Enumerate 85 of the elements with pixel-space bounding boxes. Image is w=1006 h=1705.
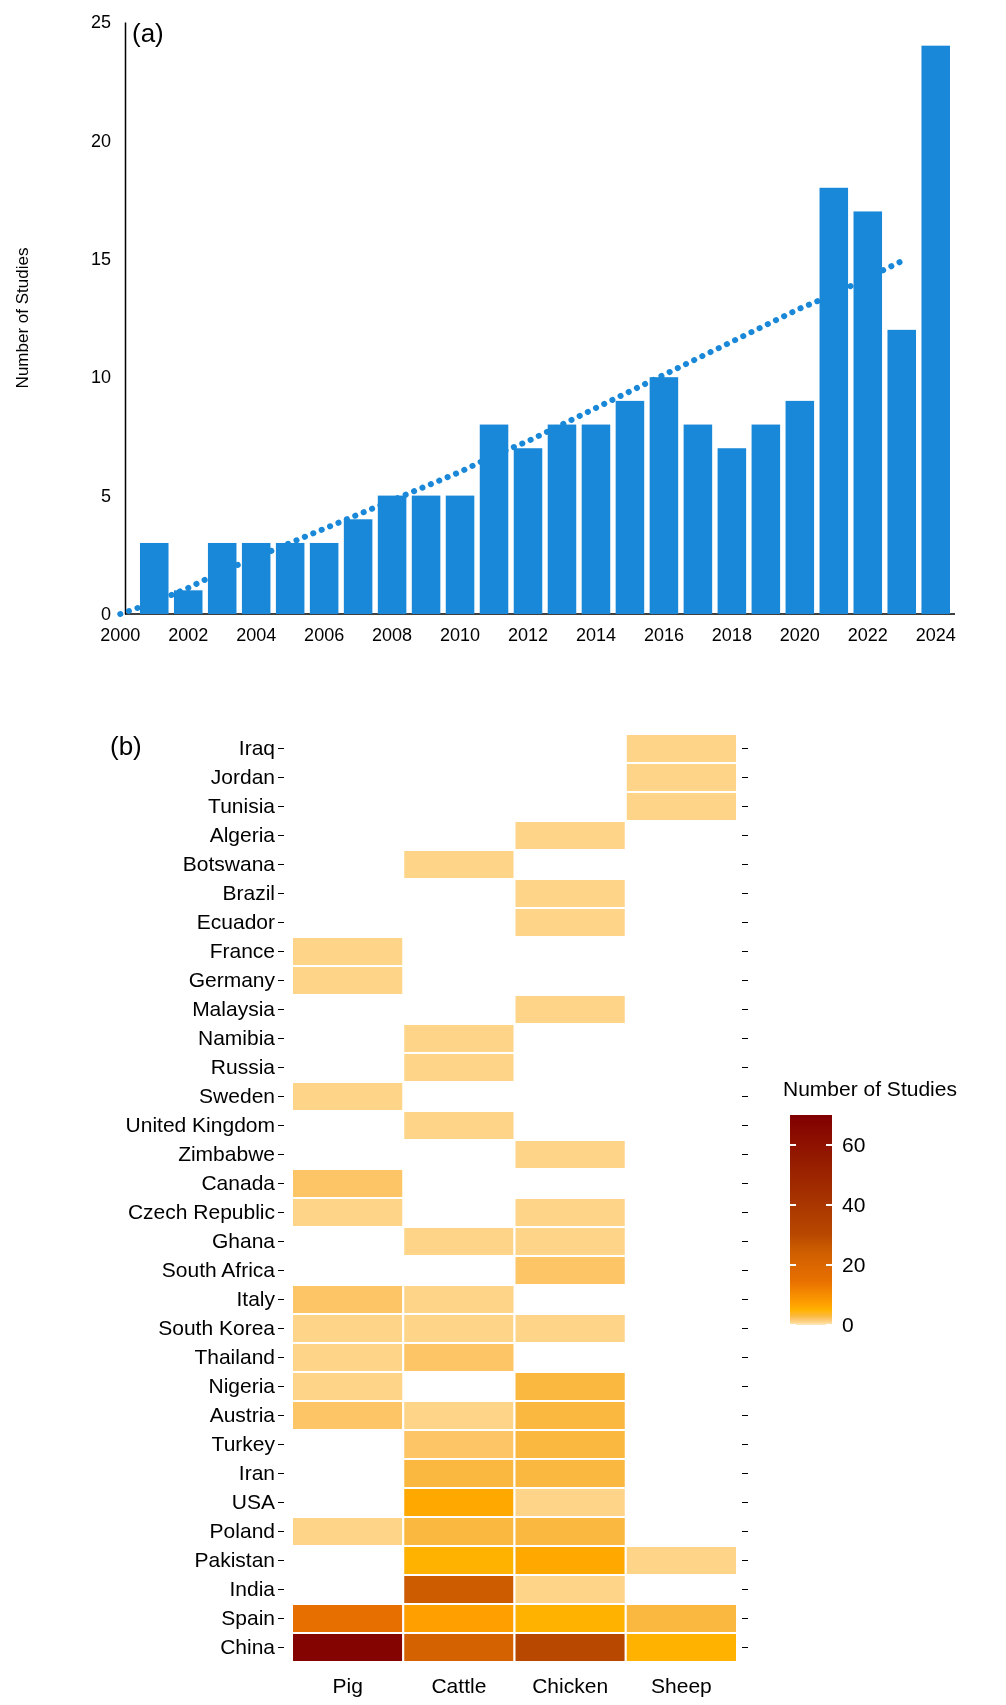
color-bar-label: 40 xyxy=(842,1193,866,1217)
y-tick-label: Namibia xyxy=(197,1026,276,1050)
y-tick-label: 25 xyxy=(90,12,111,33)
chart-title: (b) xyxy=(110,731,142,761)
y-tick-label: China xyxy=(220,1635,276,1659)
bar xyxy=(649,377,679,614)
y-tick-label: Brazil xyxy=(222,881,275,905)
y-tick-label: Pakistan xyxy=(194,1548,275,1572)
bar xyxy=(581,424,611,614)
y-tick-label: 20 xyxy=(90,130,111,151)
y-tick-label: Canada xyxy=(201,1171,276,1195)
y-tick-label: Zimbabwe xyxy=(178,1142,275,1166)
y-tick-label: Italy xyxy=(236,1287,276,1311)
x-tick-label: Pig xyxy=(332,1673,363,1697)
bar xyxy=(241,542,271,614)
x-tick-label: 2012 xyxy=(507,624,549,645)
bar xyxy=(751,424,781,614)
y-tick-label: South Africa xyxy=(161,1258,276,1282)
bar xyxy=(785,400,815,614)
y-tick-label: Thailand xyxy=(194,1345,275,1369)
y-tick-label: South Korea xyxy=(158,1316,276,1340)
y-tick-label: Iraq xyxy=(238,736,275,760)
y-tick-label: Poland xyxy=(209,1519,275,1543)
x-tick-label: 2000 xyxy=(100,624,141,645)
x-tick-label: Sheep xyxy=(651,1673,712,1697)
x-tick-label: 2010 xyxy=(440,624,481,645)
y-tick-label: Iran xyxy=(238,1461,275,1485)
bar xyxy=(377,495,407,614)
y-tick-label: Ecuador xyxy=(196,910,275,934)
y-tick-label: France xyxy=(209,939,275,963)
x-tick-label: 2002 xyxy=(168,624,209,645)
x-tick-label: Cattle xyxy=(431,1673,487,1697)
bar xyxy=(683,424,713,614)
x-tick-label: 2020 xyxy=(779,624,820,645)
bar xyxy=(139,542,169,614)
x-tick-label: 2016 xyxy=(643,624,684,645)
y-tick-label: USA xyxy=(231,1490,275,1514)
y-tick-label: Austria xyxy=(209,1403,276,1427)
bar xyxy=(717,448,747,614)
y-tick-label: Algeria xyxy=(209,823,276,847)
y-tick-label: 0 xyxy=(100,604,111,625)
y-tick-label: Ghana xyxy=(211,1229,276,1253)
x-tick-label: 2024 xyxy=(915,624,956,645)
bar xyxy=(275,542,305,614)
x-tick-label: 2014 xyxy=(575,624,616,645)
y-tick-label: India xyxy=(229,1577,276,1601)
bar xyxy=(173,590,203,614)
y-tick-label: Turkey xyxy=(211,1432,276,1456)
y-axis-title: Number of Studies xyxy=(13,247,32,389)
x-tick-label: 2006 xyxy=(304,624,345,645)
y-tick-label: 15 xyxy=(90,249,111,270)
y-tick-label: Botswana xyxy=(182,852,276,876)
color-bar-label: 60 xyxy=(842,1133,866,1157)
y-tick-label: Nigeria xyxy=(208,1374,276,1398)
bar xyxy=(615,400,645,614)
bar xyxy=(207,542,237,614)
x-tick-label: Chicken xyxy=(532,1673,609,1697)
chart-title: (a) xyxy=(132,18,164,48)
bar xyxy=(411,495,441,614)
y-tick-label: 5 xyxy=(100,485,111,506)
bar xyxy=(445,495,475,614)
bar xyxy=(513,448,543,614)
bar xyxy=(309,542,339,614)
y-tick-label: Tunisia xyxy=(208,794,276,818)
y-tick-label: Malaysia xyxy=(192,997,276,1021)
x-tick-label: 2004 xyxy=(236,624,277,645)
y-tick-label: United Kingdom xyxy=(125,1113,275,1137)
bar xyxy=(547,424,577,614)
x-tick-label: 2008 xyxy=(372,624,413,645)
bar xyxy=(479,424,509,614)
bar xyxy=(921,45,950,614)
y-tick-label: Spain xyxy=(221,1606,275,1630)
x-tick-label: 2022 xyxy=(847,624,888,645)
x-tick-label: 2018 xyxy=(711,624,752,645)
bar xyxy=(343,519,373,614)
y-tick-label: Russia xyxy=(210,1055,276,1079)
y-tick-label: Czech Republic xyxy=(127,1200,275,1224)
bar xyxy=(887,329,917,614)
color-bar-title: Number of Studies xyxy=(783,1077,957,1100)
y-tick-label: 10 xyxy=(90,367,111,388)
color-bar-label: 20 xyxy=(842,1253,866,1277)
color-bar-label: 0 xyxy=(842,1313,854,1337)
y-tick-label: Jordan xyxy=(210,765,275,789)
y-tick-label: Germany xyxy=(188,968,276,992)
y-tick-label: Sweden xyxy=(199,1084,275,1108)
